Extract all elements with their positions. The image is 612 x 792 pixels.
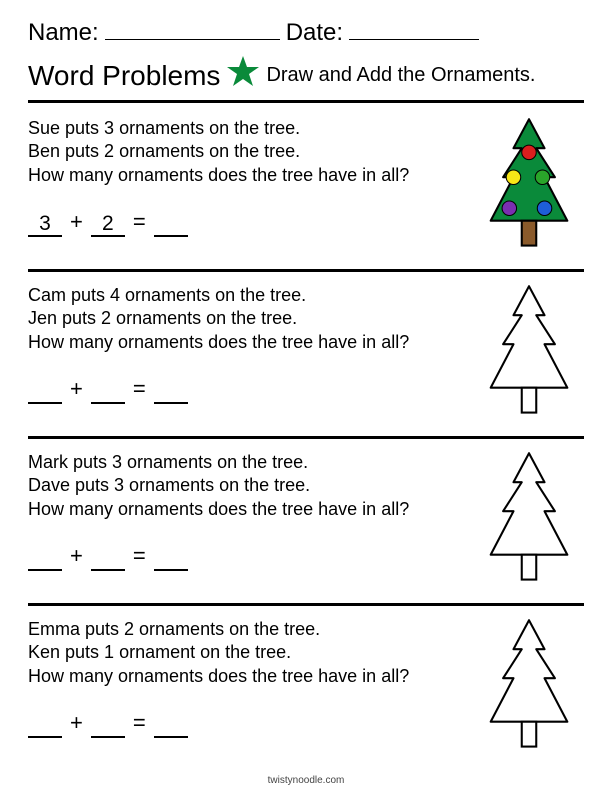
plus-sign: + (66, 543, 87, 571)
equation-row: + = (28, 376, 464, 404)
problem-line: Jen puts 2 ornaments on the tree. (28, 307, 464, 330)
problem-text: Mark puts 3 ornaments on the tree. Dave … (28, 447, 464, 521)
equals-sign: = (129, 710, 150, 738)
problem-text: Sue puts 3 ornaments on the tree. Ben pu… (28, 113, 464, 187)
problem-line: Emma puts 2 ornaments on the tree. (28, 618, 464, 641)
problem-block: Mark puts 3 ornaments on the tree. Dave … (28, 447, 584, 597)
equation-row: + = (28, 543, 464, 571)
problems-container: Sue puts 3 ornaments on the tree. Ben pu… (28, 113, 584, 764)
problem-text: Cam puts 4 ornaments on the tree. Jen pu… (28, 280, 464, 354)
addend-a-blank[interactable] (28, 380, 62, 404)
problem-line: Ken puts 1 ornament on the tree. (28, 641, 464, 664)
sum-blank[interactable] (154, 547, 188, 571)
problem-line: How many ornaments does the tree have in… (28, 665, 464, 688)
header-row: Name: Date: (28, 18, 584, 47)
page-subtitle: Draw and Add the Ornaments. (266, 64, 535, 87)
addend-b-blank[interactable] (91, 547, 125, 571)
problem-line: How many ornaments does the tree have in… (28, 164, 464, 187)
problem-block: Sue puts 3 ornaments on the tree. Ben pu… (28, 113, 584, 263)
equals-sign: = (129, 543, 150, 571)
divider (28, 603, 584, 606)
date-label: Date: (286, 19, 343, 47)
sum-blank[interactable] (154, 213, 188, 237)
name-label: Name: (28, 19, 99, 47)
date-blank[interactable] (349, 18, 479, 40)
tree-icon (474, 280, 594, 430)
plus-sign: + (66, 710, 87, 738)
problem-text: Emma puts 2 ornaments on the tree. Ken p… (28, 614, 464, 688)
problem-line: How many ornaments does the tree have in… (28, 331, 464, 354)
tree-icon (474, 614, 594, 764)
divider (28, 436, 584, 439)
addend-b-blank[interactable] (91, 380, 125, 404)
tree-icon (474, 447, 594, 597)
problem-line: Dave puts 3 ornaments on the tree. (28, 474, 464, 497)
addend-a-blank[interactable]: 3 (28, 213, 62, 237)
page-title: Word Problems (28, 60, 220, 92)
plus-sign: + (66, 376, 87, 404)
name-blank[interactable] (105, 18, 280, 40)
equation-row: 3 + 2 = (28, 209, 464, 237)
divider (28, 269, 584, 272)
sum-blank[interactable] (154, 714, 188, 738)
addend-a-blank[interactable] (28, 547, 62, 571)
problem-line: Cam puts 4 ornaments on the tree. (28, 284, 464, 307)
title-row: Word Problems Draw and Add the Ornaments… (28, 55, 584, 96)
equals-sign: = (129, 376, 150, 404)
addend-b-blank[interactable]: 2 (91, 213, 125, 237)
sum-blank[interactable] (154, 380, 188, 404)
problem-block: Cam puts 4 ornaments on the tree. Jen pu… (28, 280, 584, 430)
footer-credit: twistynoodle.com (0, 775, 612, 786)
plus-sign: + (66, 209, 87, 237)
problem-line: Ben puts 2 ornaments on the tree. (28, 140, 464, 163)
problem-block: Emma puts 2 ornaments on the tree. Ken p… (28, 614, 584, 764)
equals-sign: = (129, 209, 150, 237)
problem-line: Mark puts 3 ornaments on the tree. (28, 451, 464, 474)
addend-b-blank[interactable] (91, 714, 125, 738)
addend-a-blank[interactable] (28, 714, 62, 738)
tree-icon (474, 113, 594, 263)
problem-line: How many ornaments does the tree have in… (28, 498, 464, 521)
star-icon (226, 55, 260, 96)
divider (28, 100, 584, 103)
problem-line: Sue puts 3 ornaments on the tree. (28, 117, 464, 140)
equation-row: + = (28, 710, 464, 738)
